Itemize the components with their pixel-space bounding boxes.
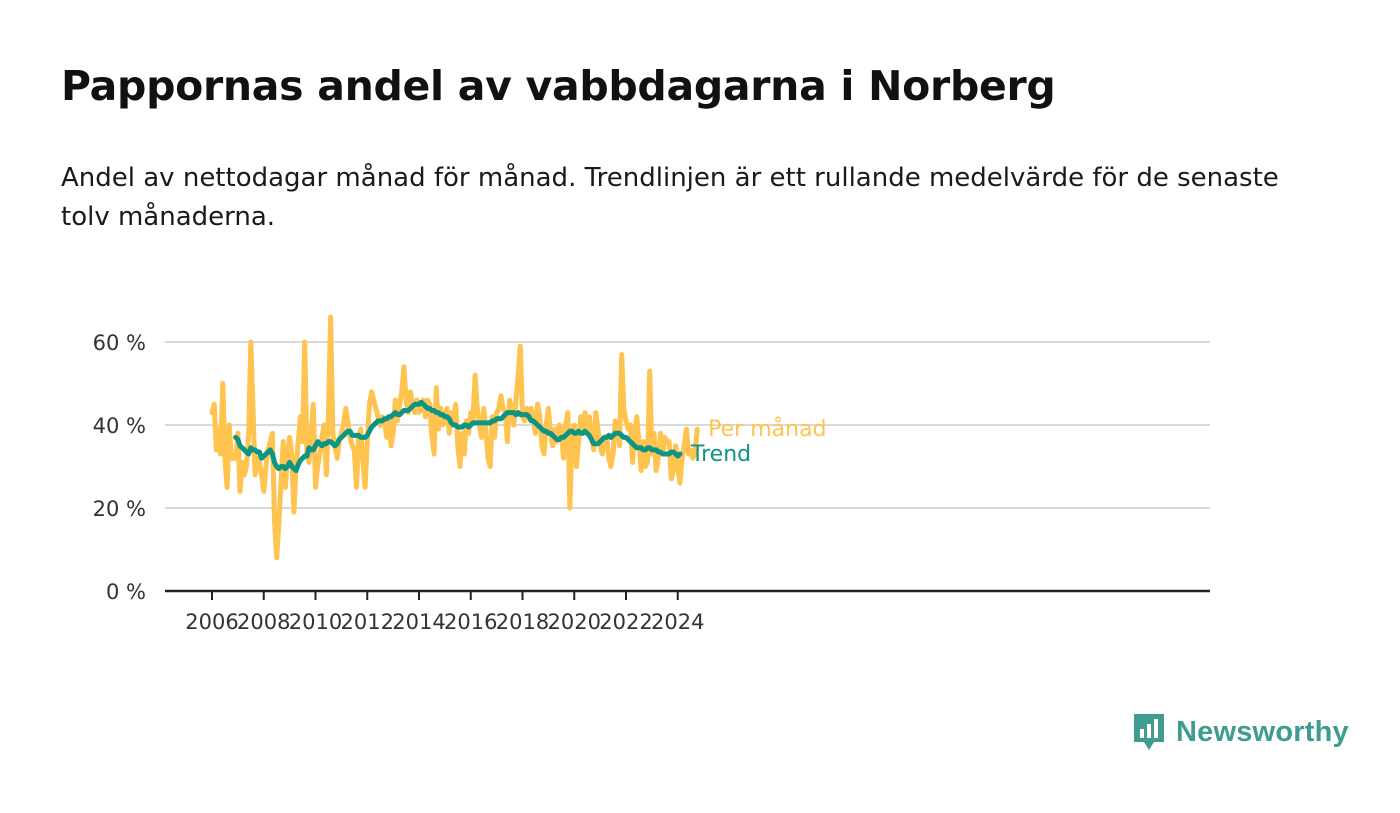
y-tick-label: 40 % bbox=[93, 414, 146, 438]
x-tick-label: 2020 bbox=[548, 610, 601, 634]
gridlines bbox=[165, 341, 1210, 509]
series-label: Per månad bbox=[708, 416, 826, 442]
chart-title: Pappornas andel av vabbdagarna i Norberg bbox=[61, 62, 1056, 110]
x-tick-label: 2016 bbox=[444, 610, 497, 634]
newsworthy-logo[interactable]: Newsworthy bbox=[1132, 712, 1349, 752]
x-tick-label: 2024 bbox=[651, 610, 704, 634]
x-tick-label: 2018 bbox=[496, 610, 549, 634]
x-tick-label: 2012 bbox=[341, 610, 394, 634]
newsworthy-logo-icon bbox=[1134, 714, 1164, 750]
chart-subtitle: Andel av nettodagar månad för månad. Tre… bbox=[61, 163, 1279, 232]
x-tick-label: 2010 bbox=[289, 610, 342, 634]
y-tick-label: 60 % bbox=[93, 331, 146, 355]
series-label: Trend bbox=[690, 442, 751, 467]
x-tick-label: 2022 bbox=[599, 610, 652, 634]
y-tick-label: 20 % bbox=[93, 497, 146, 521]
series-line-trend bbox=[233, 399, 683, 474]
brand-name: Newsworthy bbox=[1176, 715, 1349, 748]
y-tick-label: 0 % bbox=[106, 580, 146, 604]
series-line-per-m-nad bbox=[209, 314, 700, 561]
series-lines bbox=[209, 314, 700, 561]
x-tick-label: 2014 bbox=[392, 610, 445, 634]
x-tick-label: 2006 bbox=[185, 610, 238, 634]
x-tick-label: 2008 bbox=[237, 610, 290, 634]
y-axis-ticks: 0 % 20 % 40 % 60 % bbox=[93, 331, 146, 604]
